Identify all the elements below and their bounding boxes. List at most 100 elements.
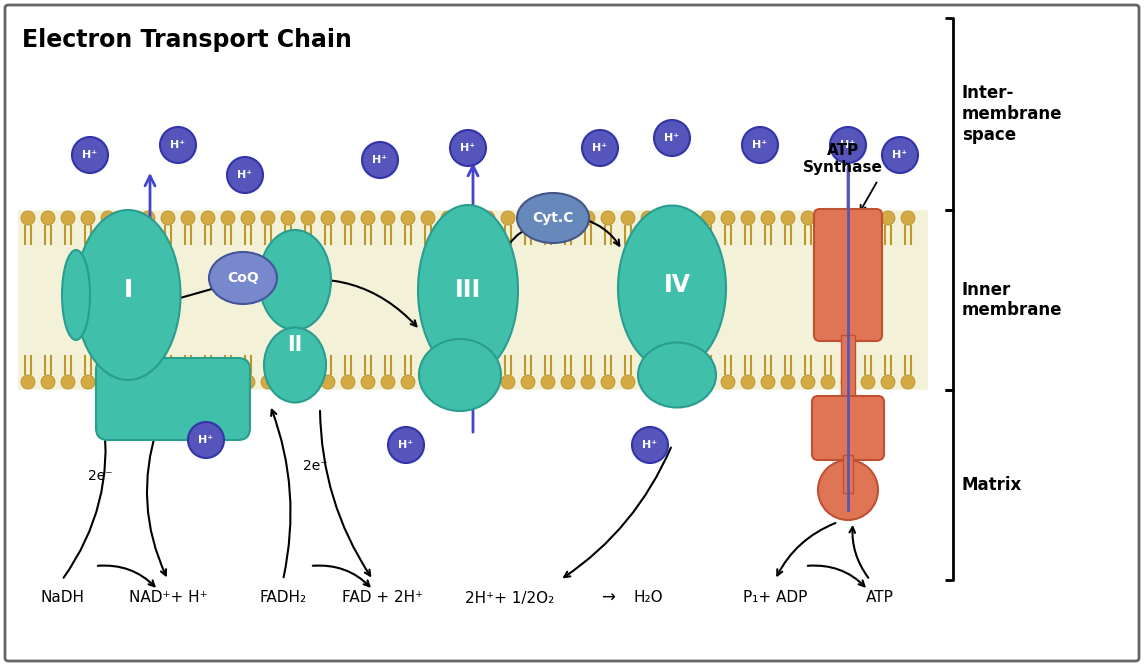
Circle shape: [421, 375, 435, 389]
Text: H⁺: H⁺: [840, 140, 856, 150]
Circle shape: [41, 375, 55, 389]
Ellipse shape: [638, 343, 716, 407]
Text: H⁺: H⁺: [83, 150, 97, 160]
Circle shape: [141, 211, 155, 225]
Circle shape: [861, 375, 876, 389]
Text: →: →: [601, 589, 615, 607]
Circle shape: [741, 211, 755, 225]
Circle shape: [521, 375, 535, 389]
Ellipse shape: [419, 339, 501, 411]
FancyBboxPatch shape: [814, 209, 882, 341]
Text: H⁺: H⁺: [893, 150, 908, 160]
Circle shape: [342, 211, 355, 225]
Circle shape: [654, 120, 690, 156]
Circle shape: [241, 211, 256, 225]
Circle shape: [562, 211, 575, 225]
FancyBboxPatch shape: [96, 358, 250, 440]
Circle shape: [81, 211, 95, 225]
Circle shape: [621, 211, 635, 225]
Circle shape: [72, 137, 108, 173]
Text: H⁺: H⁺: [461, 143, 476, 153]
Text: I: I: [124, 278, 133, 302]
Ellipse shape: [259, 230, 331, 330]
Circle shape: [362, 142, 398, 178]
Circle shape: [721, 211, 735, 225]
Circle shape: [801, 375, 815, 389]
Circle shape: [601, 375, 615, 389]
Circle shape: [761, 211, 775, 225]
FancyBboxPatch shape: [5, 5, 1139, 661]
Circle shape: [481, 375, 495, 389]
Text: H⁺: H⁺: [592, 143, 607, 153]
Circle shape: [761, 375, 775, 389]
Circle shape: [541, 211, 555, 225]
Text: P₁+ ADP: P₁+ ADP: [743, 591, 807, 605]
Text: II: II: [288, 335, 303, 355]
Circle shape: [461, 375, 474, 389]
Text: NAD⁺+ H⁺: NAD⁺+ H⁺: [128, 591, 207, 605]
Circle shape: [380, 211, 395, 225]
Circle shape: [701, 211, 715, 225]
Circle shape: [841, 211, 855, 225]
Circle shape: [181, 211, 195, 225]
Circle shape: [221, 375, 235, 389]
Circle shape: [81, 375, 95, 389]
Circle shape: [661, 375, 675, 389]
Circle shape: [388, 427, 424, 463]
Circle shape: [141, 375, 155, 389]
Circle shape: [821, 211, 835, 225]
Circle shape: [741, 127, 778, 163]
Circle shape: [301, 211, 315, 225]
Text: Inter-
membrane
space: Inter- membrane space: [961, 84, 1062, 144]
Text: H₂O: H₂O: [634, 591, 662, 605]
Circle shape: [481, 211, 495, 225]
Circle shape: [121, 211, 135, 225]
Ellipse shape: [76, 210, 181, 380]
Text: Matrix: Matrix: [961, 476, 1022, 494]
Text: H⁺: H⁺: [198, 435, 213, 445]
Circle shape: [641, 375, 656, 389]
Circle shape: [881, 211, 895, 225]
Circle shape: [441, 375, 455, 389]
Circle shape: [562, 375, 575, 389]
Circle shape: [621, 375, 635, 389]
FancyBboxPatch shape: [813, 396, 884, 460]
Circle shape: [581, 375, 595, 389]
Circle shape: [582, 130, 618, 166]
Circle shape: [721, 375, 735, 389]
Circle shape: [818, 460, 878, 520]
Circle shape: [281, 211, 295, 225]
Text: ATP: ATP: [866, 591, 894, 605]
Circle shape: [101, 211, 115, 225]
Circle shape: [421, 211, 435, 225]
Circle shape: [901, 375, 915, 389]
Circle shape: [641, 211, 656, 225]
Circle shape: [541, 375, 555, 389]
Text: H⁺: H⁺: [237, 170, 252, 180]
Text: H⁺: H⁺: [665, 133, 680, 143]
Text: 2e⁻: 2e⁻: [88, 469, 112, 483]
Text: 2e⁻: 2e⁻: [303, 459, 328, 473]
Circle shape: [361, 375, 375, 389]
Text: 2H⁺+ 1/2O₂: 2H⁺+ 1/2O₂: [465, 591, 555, 605]
Circle shape: [861, 211, 876, 225]
Bar: [843, 455, 853, 493]
Text: IV: IV: [664, 273, 691, 297]
Text: H⁺: H⁺: [643, 440, 658, 450]
Circle shape: [21, 211, 36, 225]
Circle shape: [461, 211, 474, 225]
Text: Electron Transport Chain: Electron Transport Chain: [22, 28, 352, 52]
Text: H⁺: H⁺: [399, 440, 414, 450]
Circle shape: [342, 375, 355, 389]
Circle shape: [380, 375, 395, 389]
Text: CoQ: CoQ: [227, 271, 259, 285]
Text: FADH₂: FADH₂: [259, 591, 307, 605]
Circle shape: [281, 375, 295, 389]
Circle shape: [782, 211, 795, 225]
Circle shape: [61, 211, 74, 225]
Circle shape: [21, 375, 36, 389]
Circle shape: [782, 375, 795, 389]
Circle shape: [501, 375, 515, 389]
Circle shape: [201, 211, 215, 225]
Circle shape: [160, 127, 196, 163]
